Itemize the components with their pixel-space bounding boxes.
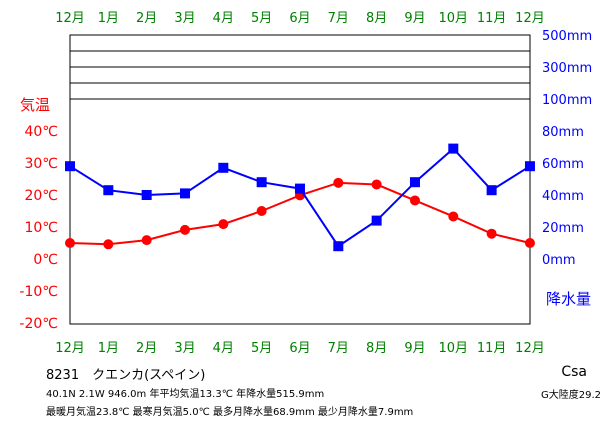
top-month-label: 3月 [174, 11, 195, 26]
temperature-tick-label: -20℃ [19, 316, 58, 332]
precipitation-point [524, 161, 535, 172]
precipitation-point [448, 143, 459, 154]
precipitation-point [65, 161, 75, 172]
precip-axis-ticks: 80mm 60mm 40mm 20mm 0mm 500mm 300mm 100mm [542, 29, 592, 268]
top-month-label: 9月 [404, 11, 425, 26]
precipitation-point [371, 215, 382, 226]
temperature-point [409, 195, 420, 206]
precip-extended-tick-label: 100mm [542, 93, 592, 108]
bottom-month-label: 8月 [366, 341, 387, 356]
bottom-month-label: 12月 [515, 341, 545, 356]
temperature-axis-ticks: 40℃ 30℃ 20℃ 10℃ 0℃ -10℃ -20℃ [19, 124, 58, 332]
station-coords-summary: 40.1N 2.1W 946.0m 年平均気温13.3℃ 年降水量515.9mm [46, 389, 325, 400]
temperature-point [218, 219, 229, 230]
temperature-tick-label: 40℃ [24, 124, 58, 140]
bottom-month-label: 2月 [136, 341, 157, 356]
temperature-point [448, 211, 459, 222]
precip-extended-tick-label: 500mm [542, 29, 592, 44]
top-month-label: 7月 [328, 11, 349, 26]
precip-extended-tick-label: 300mm [542, 61, 592, 76]
precip-tick-label: 60mm [542, 157, 584, 172]
temperature-series [65, 177, 535, 250]
precipitation-point [486, 185, 497, 196]
bottom-month-labels: 12月 1月 2月 3月 4月 5月 6月 7月 8月 9月 10月 11月 12月 [55, 341, 545, 356]
precip-axis-title: 降水量 [546, 290, 591, 308]
top-month-label: 11月 [477, 11, 507, 26]
temperature-point [371, 179, 382, 190]
top-month-label: 10月 [439, 11, 469, 26]
top-month-label: 1月 [98, 11, 119, 26]
plot-frame [69, 34, 531, 325]
temperature-tick-label: 20℃ [24, 188, 58, 204]
bottom-month-label: 7月 [328, 341, 349, 356]
precip-extended-gridlines [70, 34, 530, 100]
precip-tick-label: 20mm [542, 221, 584, 236]
top-month-label: 5月 [251, 11, 272, 26]
temperature-tick-label: 30℃ [24, 156, 58, 172]
temperature-axis-title: 気温 [20, 96, 50, 114]
temperature-point [524, 238, 535, 248]
top-month-labels: 12月 1月 2月 3月 4月 5月 6月 7月 8月 9月 10月 11月 12月 [55, 11, 545, 26]
precipitation-point [179, 188, 190, 199]
temperature-point [103, 239, 114, 250]
station-title: 8231 クエンカ(スペイン) [46, 368, 206, 383]
precipitation-point [294, 183, 305, 194]
temperature-tick-label: -10℃ [19, 284, 58, 300]
bottom-month-label: 9月 [404, 341, 425, 356]
continentality-index: G大陸度29.2 [540, 390, 601, 401]
top-month-label: 4月 [213, 11, 234, 26]
temperature-point [486, 228, 497, 239]
precipitation-point [333, 241, 344, 252]
top-month-label: 12月 [515, 11, 545, 26]
top-month-label: 6月 [289, 11, 310, 26]
bottom-month-label: 5月 [251, 341, 272, 356]
bottom-month-label: 1月 [98, 341, 119, 356]
bottom-month-label: 4月 [213, 341, 234, 356]
precipitation-point [256, 177, 267, 188]
precip-tick-label: 40mm [542, 189, 584, 204]
temperature-point [65, 238, 75, 248]
precipitation-series [65, 143, 535, 252]
temperature-point [256, 206, 267, 216]
bottom-month-label: 12月 [55, 341, 85, 356]
precipitation-point [141, 190, 152, 200]
precip-tick-label: 0mm [542, 253, 576, 268]
station-extremes-summary: 最暖月気温23.8℃ 最寒月気温5.0℃ 最多月降水量68.9mm 最少月降水量… [46, 407, 414, 418]
top-month-label: 2月 [136, 11, 157, 26]
precip-tick-label: 80mm [542, 125, 584, 140]
temperature-tick-label: 10℃ [24, 220, 58, 236]
temperature-point [179, 224, 190, 235]
top-month-label: 12月 [55, 11, 85, 26]
top-month-label: 8月 [366, 11, 387, 26]
bottom-month-label: 3月 [174, 341, 195, 356]
temperature-point [141, 235, 152, 246]
temperature-tick-label: 0℃ [33, 252, 58, 268]
bottom-month-label: 10月 [439, 341, 469, 356]
precipitation-point [218, 162, 229, 173]
bottom-month-label: 11月 [477, 341, 507, 356]
bottom-month-label: 6月 [289, 341, 310, 356]
precipitation-point [409, 177, 420, 188]
temperature-point [333, 177, 344, 188]
climate-class: Csa [561, 364, 587, 380]
precipitation-point [103, 185, 114, 196]
